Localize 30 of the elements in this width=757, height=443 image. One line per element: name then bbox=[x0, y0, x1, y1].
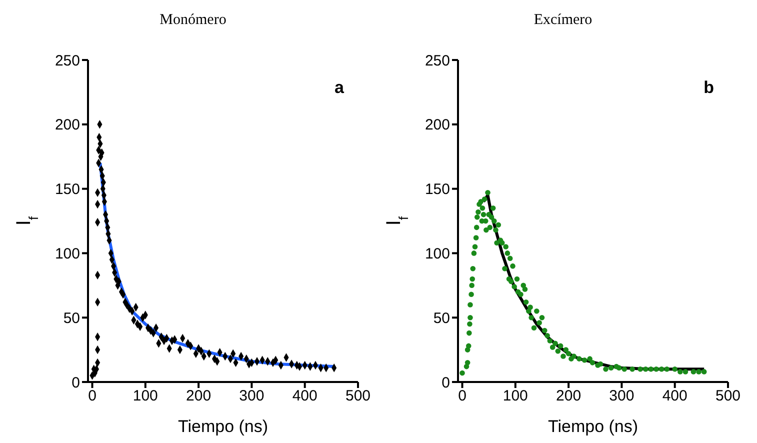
x-tick-label: 500 bbox=[345, 388, 371, 405]
x-tick-label: 300 bbox=[239, 388, 264, 405]
x-tick-label: 0 bbox=[458, 388, 466, 405]
x-axis-title: Tiempo (ns) bbox=[178, 417, 268, 436]
annotation: b bbox=[704, 78, 714, 98]
y-tick-label: 250 bbox=[424, 52, 450, 70]
x-tick-label: 300 bbox=[609, 388, 634, 405]
x-tick-label: 400 bbox=[662, 388, 688, 405]
y-tick-label: 150 bbox=[424, 181, 450, 198]
x-tick-label: 400 bbox=[292, 388, 318, 405]
y-tick-label: 250 bbox=[54, 52, 80, 70]
y-tick-label: 150 bbox=[54, 181, 80, 198]
chart-title: Monómero bbox=[158, 11, 228, 30]
chart-title: Excímero bbox=[532, 11, 594, 30]
y-tick-label: 50 bbox=[433, 310, 450, 327]
x-axis-title: Tiempo (ns) bbox=[548, 417, 638, 436]
x-tick-label: 100 bbox=[502, 388, 528, 405]
x-tick-label: 500 bbox=[715, 388, 741, 405]
y-tick-label: 50 bbox=[63, 310, 80, 327]
y-tick-label: 100 bbox=[424, 246, 450, 263]
y-tick-label: 0 bbox=[72, 374, 80, 392]
x-tick-label: 100 bbox=[132, 388, 158, 405]
y-tick-label: 200 bbox=[424, 116, 450, 134]
x-tick-label: 200 bbox=[556, 388, 582, 405]
y-tick-label: 200 bbox=[54, 116, 80, 134]
annotation: a bbox=[334, 78, 344, 98]
y-tick-label: 100 bbox=[54, 246, 80, 263]
y-tick-label: 0 bbox=[442, 374, 450, 392]
x-tick-label: 0 bbox=[88, 388, 96, 405]
x-tick-label: 200 bbox=[186, 388, 212, 405]
